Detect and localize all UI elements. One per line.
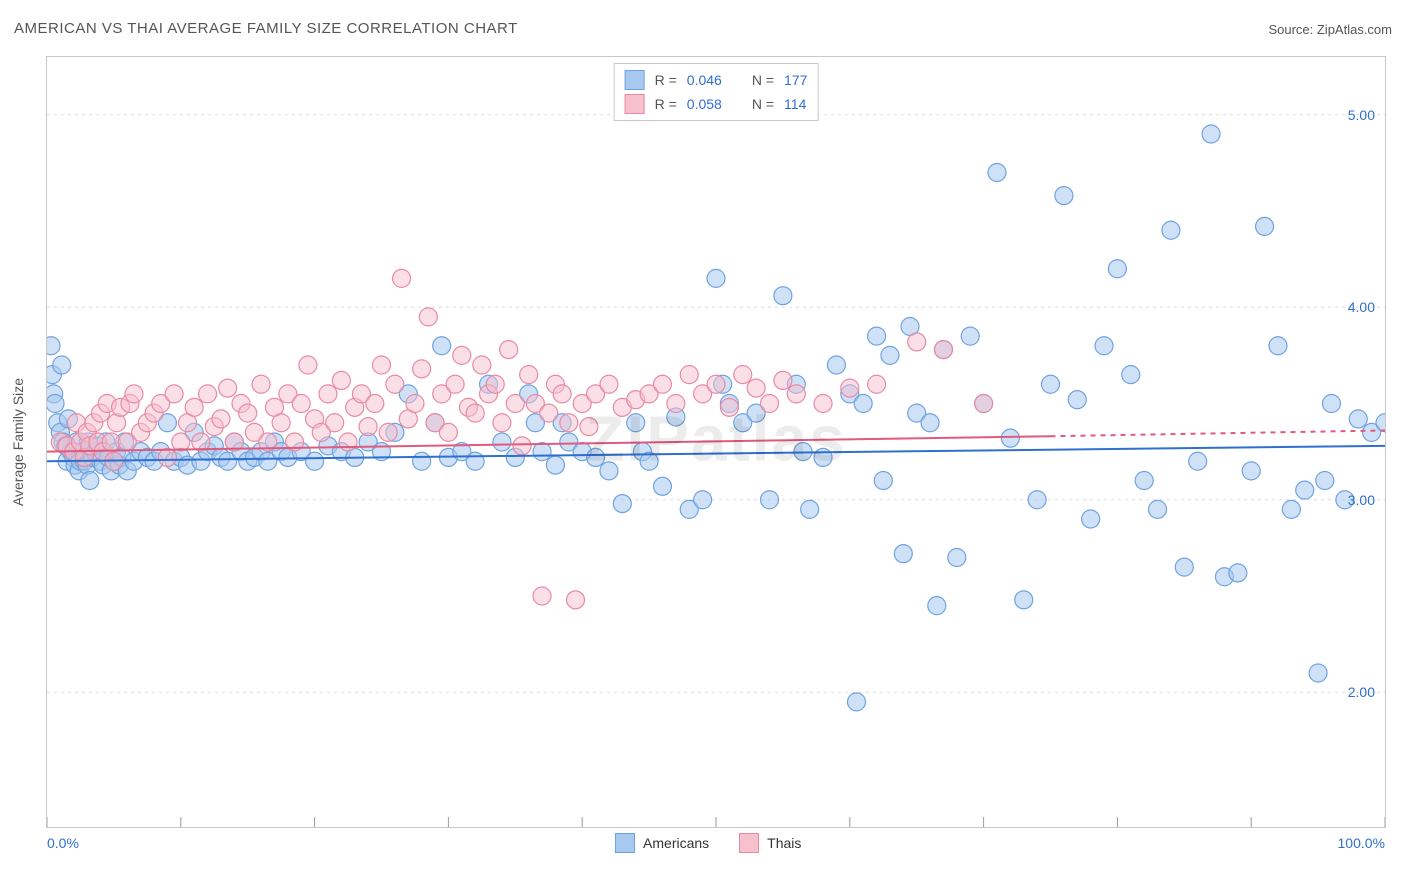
n-label: N = <box>752 72 774 88</box>
n-value-thais: 114 <box>784 96 806 112</box>
r-label: R = <box>655 72 677 88</box>
source-value: ZipAtlas.com <box>1317 22 1392 37</box>
series-legend: Americans Thais <box>615 833 801 853</box>
y-tick-label: 3.00 <box>1348 492 1375 508</box>
y-tick-label: 4.00 <box>1348 299 1375 315</box>
r-label: R = <box>655 96 677 112</box>
legend-item-americans: Americans <box>615 833 709 853</box>
x-axis-legend: 0.0% Americans Thais 100.0% <box>47 831 1385 855</box>
r-value-thais: 0.058 <box>687 96 722 112</box>
swatch-americans <box>625 70 645 90</box>
correlation-legend: R = 0.046 N = 177 R = 0.058 N = 114 <box>614 63 819 121</box>
legend-item-thais: Thais <box>739 833 801 853</box>
y-tick-label: 5.00 <box>1348 107 1375 123</box>
source-label: Source: <box>1268 22 1316 37</box>
swatch-thais <box>739 833 759 853</box>
y-tick-label: 2.00 <box>1348 684 1375 700</box>
n-label: N = <box>752 96 774 112</box>
scatter-chart-svg <box>47 57 1385 827</box>
swatch-americans <box>615 833 635 853</box>
series-label-americans: Americans <box>643 835 709 851</box>
legend-row-thais: R = 0.058 N = 114 <box>625 92 808 116</box>
x-min-label: 0.0% <box>47 835 79 851</box>
n-value-americans: 177 <box>784 72 807 88</box>
chart-title: AMERICAN VS THAI AVERAGE FAMILY SIZE COR… <box>14 20 518 37</box>
legend-row-americans: R = 0.046 N = 177 <box>625 68 808 92</box>
swatch-thais <box>625 94 645 114</box>
x-max-label: 100.0% <box>1338 835 1385 851</box>
chart-area: ZIPatlas R = 0.046 N = 177 R = 0.058 N =… <box>46 56 1386 828</box>
r-value-americans: 0.046 <box>687 72 722 88</box>
y-axis-label: Average Family Size <box>10 56 30 828</box>
series-label-thais: Thais <box>767 835 801 851</box>
source-attribution: Source: ZipAtlas.com <box>1268 22 1392 37</box>
